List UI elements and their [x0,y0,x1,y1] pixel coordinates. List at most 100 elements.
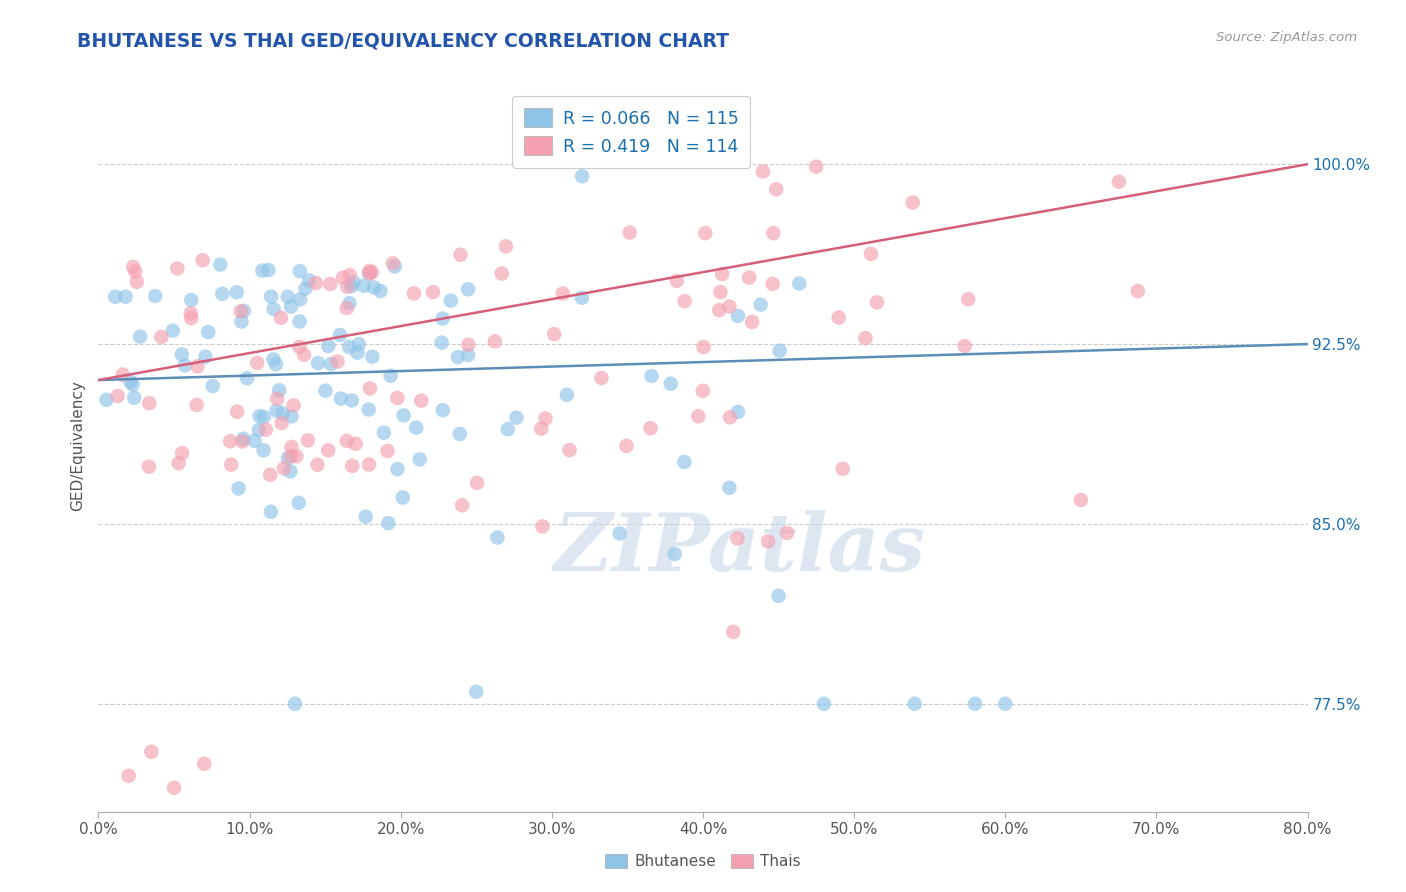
Point [749,298,772,312]
Point [141,745,163,759]
Point [534,411,557,425]
Point [336,301,359,315]
Point [451,498,474,512]
Point [457,337,479,351]
Point [186,359,208,374]
Point [287,496,309,510]
Y-axis label: GED/Equivalency: GED/Equivalency [70,381,86,511]
Point [405,420,427,434]
Point [342,458,364,473]
Point [402,286,425,301]
Point [307,356,329,370]
Point [727,405,749,419]
Point [292,348,315,362]
Point [120,375,142,389]
Point [167,456,190,470]
Point [277,290,299,304]
Point [269,384,291,398]
Point [260,289,283,303]
Point [828,310,851,325]
Point [609,526,631,541]
Point [180,306,202,320]
Point [343,276,366,290]
Point [257,263,280,277]
Point [430,335,453,350]
Point [229,304,252,318]
Point [347,337,370,351]
Point [756,534,779,549]
Point [307,458,329,472]
Point [232,432,254,446]
Point [219,458,242,472]
Point [387,391,409,405]
Point [329,392,352,406]
Point [118,769,141,783]
Point [727,532,749,546]
Point [381,256,404,270]
Point [280,449,302,463]
Point [253,409,276,424]
Text: Source: ZipAtlas.com: Source: ZipAtlas.com [1216,31,1357,45]
Point [465,685,488,699]
Point [432,311,454,326]
Point [491,267,513,281]
Point [901,195,924,210]
Point [271,407,294,421]
Point [288,264,311,278]
Point [723,624,745,639]
Point [449,426,471,441]
Point [776,525,799,540]
Point [336,434,359,448]
Point [249,409,271,424]
Legend: Bhutanese, Thais: Bhutanese, Thais [599,847,807,875]
Point [752,164,775,178]
Point [727,309,749,323]
Point [125,275,148,289]
Point [359,382,381,396]
Point [787,277,810,291]
Point [496,422,519,436]
Point [640,421,662,435]
Point [465,475,488,490]
Point [440,293,463,308]
Point [174,359,197,373]
Point [359,264,381,278]
Point [718,481,741,495]
Point [124,264,146,278]
Point [380,368,402,383]
Point [270,416,292,430]
Point [665,274,688,288]
Point [226,404,249,418]
Point [695,226,717,240]
Point [193,756,215,771]
Point [571,169,593,184]
Point [392,409,415,423]
Point [361,350,384,364]
Point [284,697,307,711]
Point [225,285,247,300]
Point [357,267,380,281]
Point [340,279,363,293]
Point [329,328,352,343]
Point [138,459,160,474]
Point [555,388,578,402]
Point [718,410,741,425]
Point [688,409,710,424]
Point [741,315,763,329]
Point [558,443,581,458]
Point [252,443,274,458]
Point [194,350,217,364]
Point [280,300,302,314]
Point [953,339,976,353]
Point [297,434,319,448]
Point [692,384,714,398]
Point [319,357,342,371]
Point [283,398,305,412]
Point [96,392,118,407]
Point [361,265,384,279]
Point [236,371,259,385]
Point [231,434,253,449]
Point [277,451,299,466]
Point [659,376,682,391]
Point [486,531,509,545]
